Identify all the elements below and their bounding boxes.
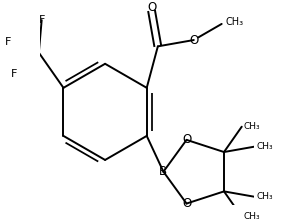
Text: CH₃: CH₃	[256, 142, 273, 151]
Text: O: O	[182, 197, 191, 210]
Text: CH₃: CH₃	[256, 192, 273, 201]
Text: O: O	[148, 1, 157, 14]
Text: F: F	[11, 69, 17, 79]
Text: CH₃: CH₃	[243, 122, 260, 131]
Text: CH₃: CH₃	[243, 212, 260, 220]
Text: O: O	[189, 33, 199, 46]
Text: B: B	[159, 165, 168, 178]
Text: F: F	[5, 37, 11, 46]
Text: F: F	[39, 15, 45, 25]
Text: O: O	[182, 133, 191, 146]
Text: CH₃: CH₃	[225, 17, 243, 27]
